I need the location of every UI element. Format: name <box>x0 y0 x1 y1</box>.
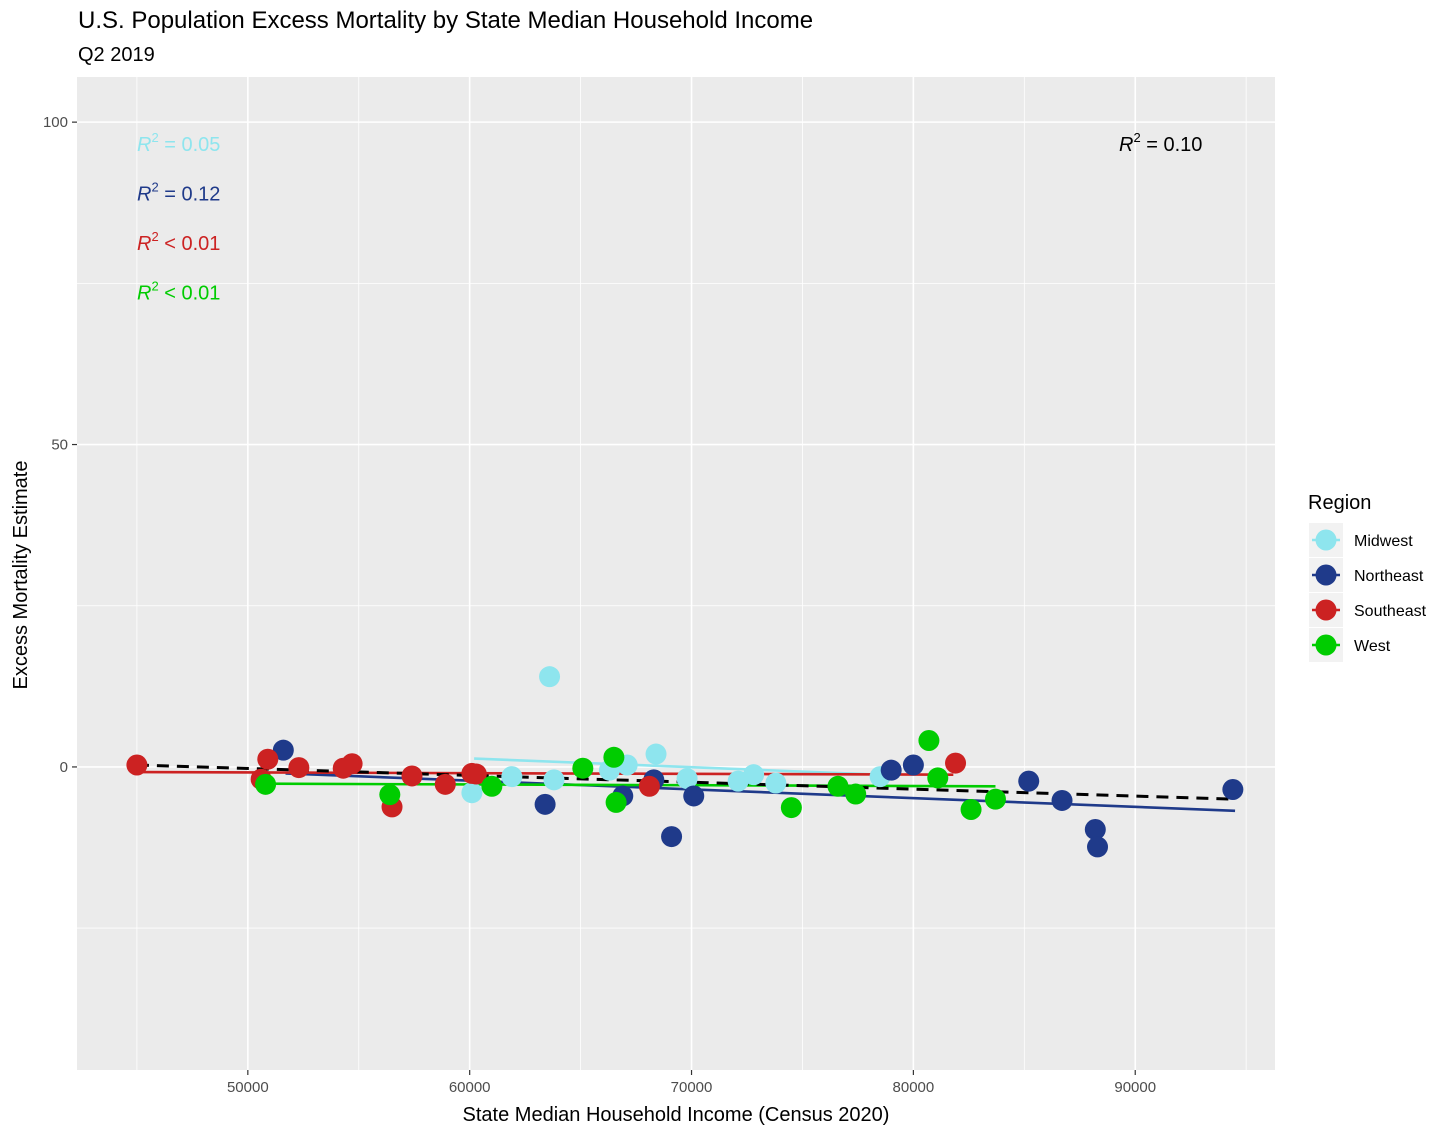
point-midwest <box>543 769 565 791</box>
y-tick-label: 0 <box>60 759 68 776</box>
point-midwest <box>765 772 787 794</box>
data-points <box>126 666 1244 858</box>
x-tick-label: 70000 <box>671 1079 713 1096</box>
legend: Region Midwest Northeast Southeast West <box>1308 492 1427 662</box>
legend-title: Region <box>1308 492 1371 514</box>
point-west <box>927 767 949 789</box>
point-west <box>379 784 401 806</box>
point-midwest <box>743 764 765 786</box>
point-midwest <box>645 743 667 765</box>
point-southeast <box>434 773 456 795</box>
legend-label-southeast: Southeast <box>1354 603 1427 620</box>
point-midwest <box>461 782 483 804</box>
point-southeast <box>257 748 279 770</box>
point-northeast <box>1222 779 1244 801</box>
x-axis-ticks: 50000 60000 70000 80000 90000 <box>227 1070 1156 1096</box>
legend-label-midwest: Midwest <box>1354 533 1413 550</box>
point-southeast <box>401 765 423 787</box>
y-tick-label: 50 <box>51 437 68 454</box>
point-northeast <box>661 826 683 848</box>
fit-line-southeast <box>136 770 954 776</box>
r2-label-west: R2 < 0.01 <box>137 279 220 305</box>
chart-title: U.S. Population Excess Mortality by Stat… <box>78 7 814 34</box>
point-west <box>918 730 940 752</box>
y-axis-ticks: 0 50 100 <box>43 114 77 776</box>
plot-panel <box>77 77 1275 1070</box>
point-southeast <box>465 763 487 785</box>
legend-key-southeast <box>1309 593 1343 627</box>
x-tick-label: 90000 <box>1114 1079 1156 1096</box>
r2-label-midwest: R2 = 0.05 <box>137 130 220 156</box>
legend-key-midwest <box>1309 523 1343 557</box>
point-northeast <box>1087 836 1109 858</box>
point-southeast <box>288 757 310 779</box>
point-northeast <box>534 793 556 815</box>
point-midwest <box>676 768 698 790</box>
minor-gridlines <box>77 77 1275 1070</box>
r2-label-northeast: R2 = 0.12 <box>137 180 220 206</box>
point-northeast <box>1084 818 1106 840</box>
point-midwest <box>539 666 561 688</box>
legend-key-northeast <box>1309 558 1343 592</box>
point-northeast <box>902 754 924 776</box>
legend-label-west: West <box>1354 638 1391 655</box>
x-tick-label: 60000 <box>449 1079 491 1096</box>
point-northeast <box>880 759 902 781</box>
r-squared-annotations: R2 = 0.05 R2 = 0.12 R2 < 0.01 R2 < 0.01 R2 =… <box>137 130 1202 305</box>
point-northeast <box>1051 789 1073 811</box>
x-tick-label: 50000 <box>227 1079 269 1096</box>
legend-label-northeast: Northeast <box>1354 568 1424 585</box>
x-axis-title: State Median Household Income (Census 20… <box>463 1104 890 1126</box>
point-southeast <box>945 752 967 774</box>
y-axis-title: Excess Mortality Estimate <box>10 461 32 690</box>
point-southeast <box>638 775 660 797</box>
point-northeast <box>272 739 294 761</box>
point-west <box>960 798 982 820</box>
r2-label-overall: R2 = 0.10 <box>1119 130 1202 156</box>
point-west <box>780 797 802 819</box>
point-west <box>827 775 849 797</box>
point-west <box>845 783 867 805</box>
point-west <box>481 775 503 797</box>
point-west <box>605 791 627 813</box>
point-midwest <box>501 766 523 788</box>
fit-line-west <box>265 782 996 788</box>
fit-line-midwest <box>474 757 881 776</box>
chart-subtitle: Q2 2019 <box>78 44 155 66</box>
x-tick-label: 80000 <box>893 1079 935 1096</box>
point-west <box>572 757 594 779</box>
point-west <box>603 746 625 768</box>
r2-label-southeast: R2 < 0.01 <box>137 229 220 255</box>
legend-key-west <box>1309 628 1343 662</box>
point-northeast <box>683 785 705 807</box>
point-northeast <box>1018 770 1040 792</box>
point-west <box>255 773 277 795</box>
point-southeast <box>126 754 148 776</box>
point-west <box>984 788 1006 810</box>
y-tick-label: 100 <box>43 114 68 131</box>
point-southeast <box>341 753 363 775</box>
